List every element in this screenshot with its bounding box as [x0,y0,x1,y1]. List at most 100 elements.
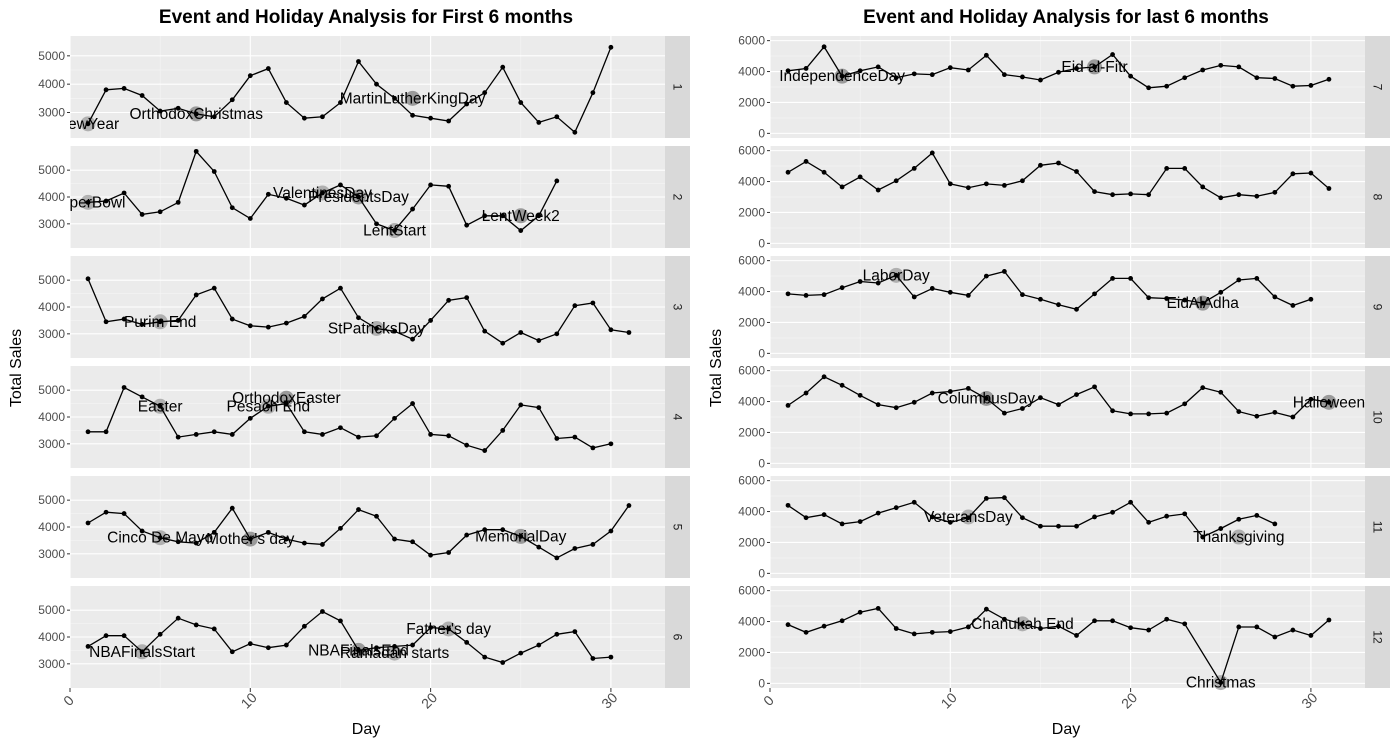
sales-point [1146,295,1152,301]
sales-point [356,315,361,321]
panel-12: 0 2000 4000 6000 12 Chanukah End Christmas [738,584,1390,690]
event-label: MartinLutherKingDay [340,90,486,107]
sales-point [821,374,827,380]
y-tick-label: 5000 [38,163,65,177]
sales-point [1254,513,1260,518]
event-marker [405,90,421,106]
panel-10: 0 2000 4000 6000 10 ColumbusDay Halloween [738,364,1390,470]
sales-point [554,631,560,637]
left-chart-panels: 3000 4000 5000 1 NewYear OrthodoxChristmas Mar… [38,36,690,712]
sales-point [590,90,596,96]
sales-point [500,213,506,219]
sales-point [1110,509,1115,515]
sales-point [1146,192,1152,198]
sales-point [1182,401,1188,407]
y-tick-label: 6000 [738,144,765,158]
facet-strip [1365,256,1390,358]
sales-point [1290,303,1296,308]
sales-point [301,623,307,629]
x-tick-label: 10 [938,689,960,711]
sales-point [590,542,596,547]
sales-point [965,185,971,191]
sales-point [356,59,361,64]
sales-point [1056,160,1061,166]
sales-point [428,115,434,121]
sales-point [626,330,632,335]
sales-point [374,645,379,651]
sales-point [1020,515,1025,521]
sales-point [121,86,127,91]
sales-point [893,626,899,631]
sales-point [356,648,361,653]
sales-point [410,642,415,648]
sales-point [283,642,289,648]
sales-point [500,340,506,346]
event-label: LentStart [363,223,427,240]
x-tick-label: 0 [60,692,77,709]
event-label: NBAFinalsEnd [308,642,409,659]
event-label: Chanukah End [971,616,1074,633]
y-tick-label: 4000 [38,300,65,314]
sales-point [139,93,145,98]
facet-strip-label: 12 [1371,630,1385,644]
event-marker [513,208,529,224]
event-labels: Purim End StPatricksDay [124,314,425,338]
sales-point [428,182,434,188]
sales-point [175,318,181,323]
sales-point [1272,76,1278,81]
sales-point [374,221,379,227]
sales-point [211,285,217,291]
facet-strip [1365,366,1390,468]
sales-point [301,202,307,208]
sales-point [392,415,397,421]
sales-point [1074,306,1079,312]
sales-point [464,295,470,301]
sales-point [139,212,145,217]
sales-point [85,643,91,649]
sales-point [821,623,827,629]
event-marker [278,390,294,406]
sales-point [983,52,989,58]
sales-point [392,228,397,233]
sales-point [265,66,271,71]
sales-point [320,114,325,120]
sales-point [1056,402,1061,408]
sales-point [839,521,845,527]
sales-point [911,499,917,505]
sales-point [1056,523,1061,529]
sales-point [446,550,452,555]
sales-point [229,649,235,655]
sales-point [283,100,289,105]
sales-point [983,606,989,612]
sales-point [410,401,415,406]
sales-point [1092,189,1097,194]
sales-point [446,183,452,189]
sales-point [157,319,163,325]
sales-point [929,514,935,520]
sales-point [1001,495,1007,501]
sales-point [338,182,343,188]
sales-point [500,527,506,533]
sales-point [839,184,845,190]
sales-point [1308,170,1314,176]
sales-point [193,622,199,628]
sales-point [283,536,289,542]
sales-point [554,178,560,184]
sales-point [572,129,578,135]
sales-point [265,529,271,535]
sales-point [1218,195,1224,201]
sales-point [464,222,470,228]
event-label: PresidentsDay [308,189,409,206]
sales-point [464,101,470,107]
sales-point [139,322,145,327]
sales-point [103,633,109,639]
sales-point [1092,64,1097,70]
facet-strip-label: 2 [671,194,685,201]
sales-point [536,213,542,219]
sales-point [1074,523,1079,529]
sales-point [464,442,470,448]
sales-point [193,292,199,298]
sales-line [87,47,612,134]
sales-point [500,64,506,70]
facet-strip-label: 1 [671,84,685,91]
